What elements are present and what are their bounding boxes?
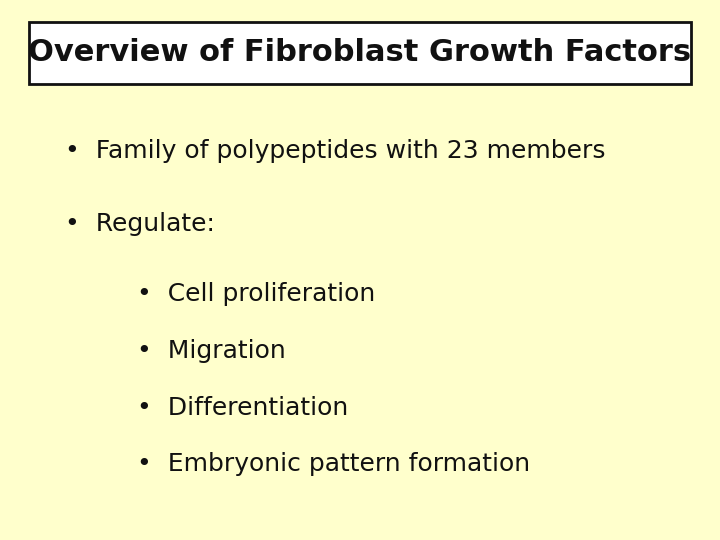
Text: •  Embryonic pattern formation: • Embryonic pattern formation (137, 453, 530, 476)
Text: •  Regulate:: • Regulate: (65, 212, 215, 236)
Text: •  Family of polypeptides with 23 members: • Family of polypeptides with 23 members (65, 139, 606, 163)
FancyBboxPatch shape (29, 22, 691, 84)
Text: •  Migration: • Migration (137, 339, 286, 363)
Text: •  Cell proliferation: • Cell proliferation (137, 282, 375, 306)
Text: •  Differentiation: • Differentiation (137, 396, 348, 420)
Text: Overview of Fibroblast Growth Factors: Overview of Fibroblast Growth Factors (28, 38, 692, 67)
